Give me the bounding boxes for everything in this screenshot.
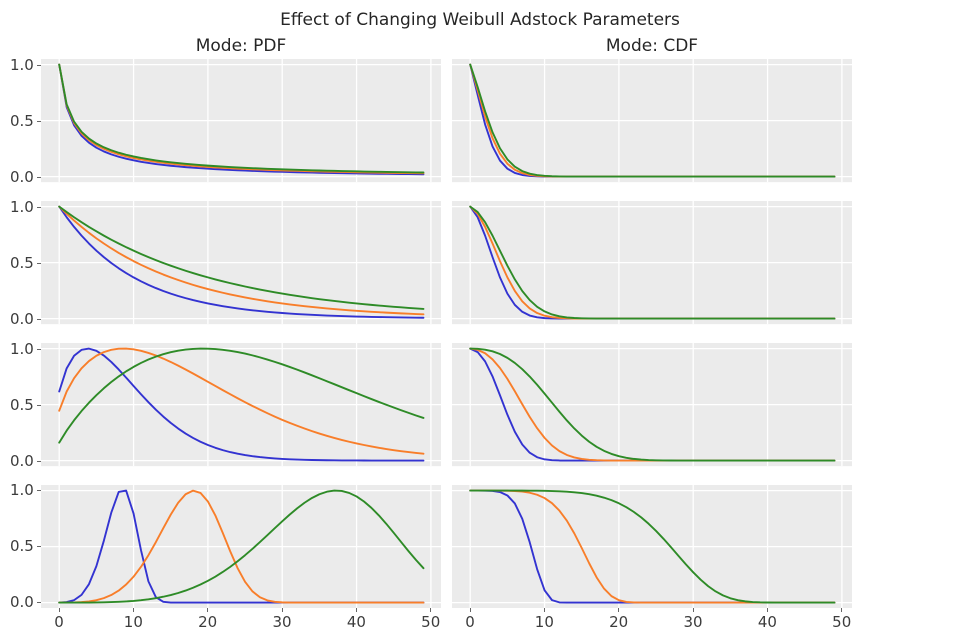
x-tick-mark: [469, 608, 471, 612]
subplot-pdf-row1: [40, 59, 442, 183]
y-tick-mark: [37, 206, 41, 208]
subplot-cdf-row1: [451, 59, 853, 183]
x-tick-mark: [841, 608, 843, 612]
y-tick-mark: [37, 348, 41, 350]
x-tick-label: 10: [534, 613, 554, 631]
column-title-pdf: Mode: PDF: [195, 36, 287, 56]
y-tick-mark: [37, 404, 41, 406]
x-tick-label: 40: [757, 613, 777, 631]
x-tick-mark: [207, 608, 209, 612]
series-line-orange: [58, 348, 425, 456]
subplot-cdf-row2: [451, 201, 853, 325]
subplot-cdf-row3: [451, 343, 853, 467]
x-tick-mark: [281, 608, 283, 612]
y-tick-mark: [37, 120, 41, 122]
y-tick-label: 1.0: [9, 55, 34, 74]
x-tick-label: 10: [123, 613, 143, 631]
y-tick-label: 1.0: [9, 339, 34, 358]
x-tick-label: 50: [421, 613, 441, 631]
x-tick-label: 0: [54, 613, 64, 631]
series-line-green: [469, 348, 836, 462]
series-line-blue: [58, 206, 425, 320]
series-line-green: [58, 206, 425, 311]
column-title-cdf: Mode: CDF: [605, 36, 699, 56]
y-tick-label: 1.0: [9, 480, 34, 499]
x-tick-label: 30: [272, 613, 292, 631]
y-tick-mark: [37, 262, 41, 264]
y-tick-label: 0.0: [9, 451, 34, 470]
x-tick-label: 0: [465, 613, 475, 631]
x-tick-label: 20: [198, 613, 218, 631]
y-tick-label: 0.0: [9, 309, 34, 328]
series-line-blue: [58, 348, 425, 462]
x-tick-mark: [618, 608, 620, 612]
y-tick-label: 0.5: [9, 536, 34, 555]
x-tick-mark: [430, 608, 432, 612]
y-tick-label: 0.5: [9, 395, 34, 414]
series-line-orange: [58, 206, 425, 316]
series-line-blue: [58, 64, 425, 176]
y-tick-mark: [37, 64, 41, 66]
subplot-pdf-row3: [40, 343, 442, 467]
y-tick-mark: [37, 601, 41, 603]
x-tick-mark: [692, 608, 694, 612]
x-tick-label: 30: [683, 613, 703, 631]
subplot-pdf-row4: [40, 484, 442, 608]
x-tick-mark: [58, 608, 60, 612]
y-tick-mark: [37, 460, 41, 462]
subplot-cdf-row4: [451, 484, 853, 608]
figure-suptitle: Effect of Changing Weibull Adstock Param…: [280, 10, 680, 30]
series-line-green: [58, 489, 425, 604]
x-tick-mark: [766, 608, 768, 612]
x-tick-label: 50: [832, 613, 852, 631]
subplot-pdf-row2: [40, 201, 442, 325]
y-tick-label: 0.5: [9, 111, 34, 130]
y-tick-mark: [37, 176, 41, 178]
x-tick-mark: [543, 608, 545, 612]
series-line-green: [58, 348, 425, 445]
y-tick-mark: [37, 545, 41, 547]
x-tick-mark: [355, 608, 357, 612]
x-tick-label: 20: [609, 613, 629, 631]
y-tick-mark: [37, 318, 41, 320]
x-tick-mark: [132, 608, 134, 612]
y-tick-label: 0.0: [9, 167, 34, 186]
y-tick-label: 0.5: [9, 253, 34, 272]
series-line-green: [58, 64, 425, 174]
y-tick-label: 1.0: [9, 197, 34, 216]
series-line-green: [469, 206, 836, 320]
series-line-green: [469, 489, 836, 604]
series-line-orange: [58, 489, 425, 604]
y-tick-mark: [37, 489, 41, 491]
y-tick-label: 0.0: [9, 592, 34, 611]
series-line-green: [469, 64, 836, 178]
x-tick-label: 40: [346, 613, 366, 631]
